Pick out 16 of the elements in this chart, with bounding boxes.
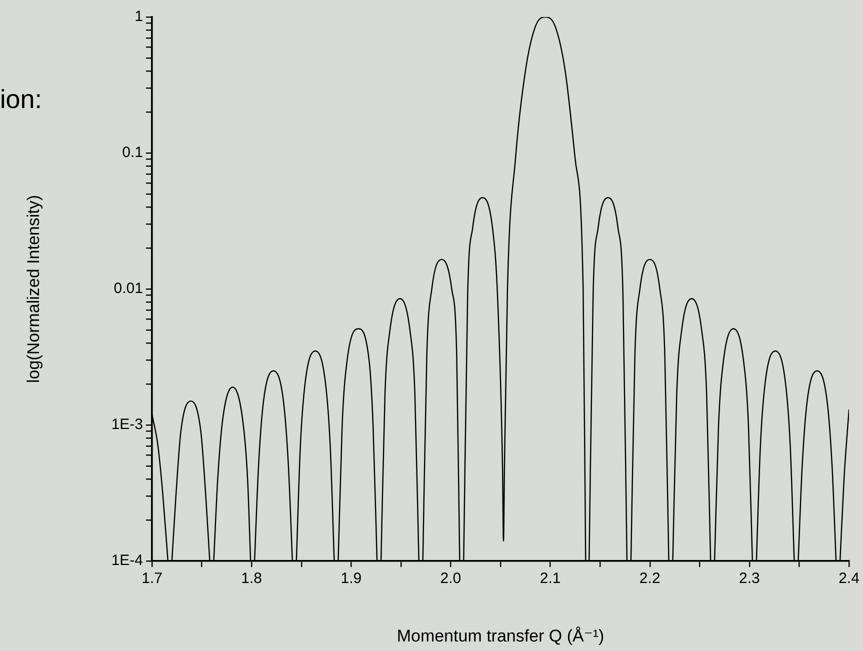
- y-axis-title: log(Normalized Intensity): [24, 194, 43, 384]
- x-tick-label: 2.3: [739, 570, 760, 588]
- x-tick-label: 2.1: [540, 570, 561, 588]
- y-tick-label: 1E-3: [111, 416, 143, 434]
- x-tick-label: 2.0: [440, 570, 462, 588]
- y-tick-label: 0.1: [122, 144, 143, 162]
- x-tick-label: 2.2: [639, 570, 660, 588]
- x-tick-label: 1.7: [142, 570, 162, 588]
- text: ion:: [0, 84, 42, 114]
- x-tick-label: 1.8: [241, 570, 262, 588]
- y-tick-label: 1: [134, 8, 143, 26]
- x-tick-label: 1.9: [340, 570, 362, 588]
- y-tick-label: 1E-4: [111, 552, 143, 570]
- y-tick-label: 0.01: [114, 280, 143, 298]
- x-axis-title: Momentum transfer Q (Å⁻¹): [396, 626, 604, 646]
- x-tick-label: 2.4: [838, 570, 860, 588]
